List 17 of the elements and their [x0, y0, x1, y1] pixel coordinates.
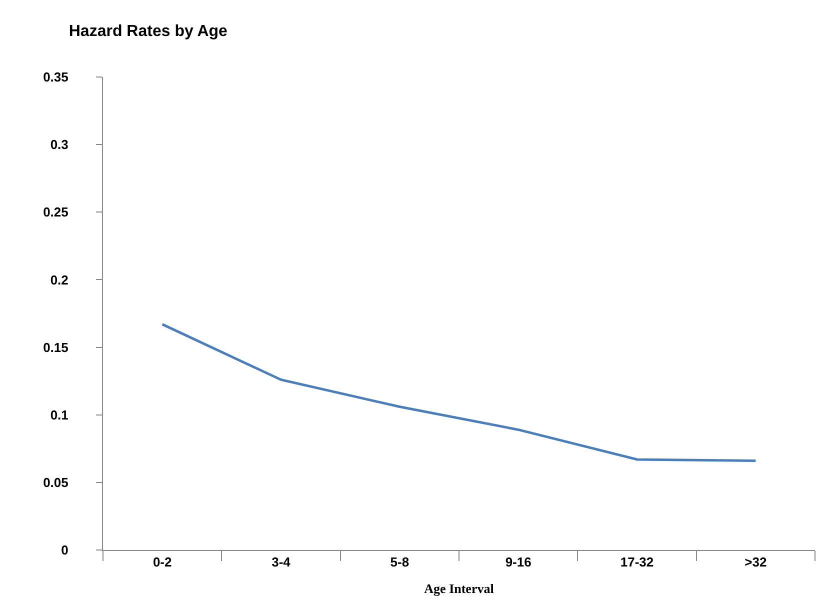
line-series [161, 323, 757, 462]
x-tick-label: 17-32 [620, 554, 654, 570]
y-tick-label: 0.1 [50, 407, 68, 422]
y-tick-label: 0.35 [43, 70, 68, 85]
y-tick-label: 0.2 [50, 272, 68, 288]
x-tick-label: 3-4 [272, 554, 292, 570]
x-tick-label: 9-16 [505, 554, 532, 570]
chart-title: Hazard Rates by Age [68, 22, 228, 40]
x-tick-label: 5-8 [390, 554, 410, 570]
y-tick-label: 0.05 [43, 474, 68, 490]
y-tick-label: 0.15 [43, 340, 68, 355]
y-tick-label: 0.3 [50, 137, 68, 152]
y-tick-label: 0.25 [43, 204, 68, 220]
x-tick-label: >32 [744, 554, 767, 570]
y-tick-label: 0 [61, 542, 68, 558]
x-axis-title: Age Interval [424, 581, 494, 596]
x-tick-label: 0-2 [152, 554, 172, 570]
